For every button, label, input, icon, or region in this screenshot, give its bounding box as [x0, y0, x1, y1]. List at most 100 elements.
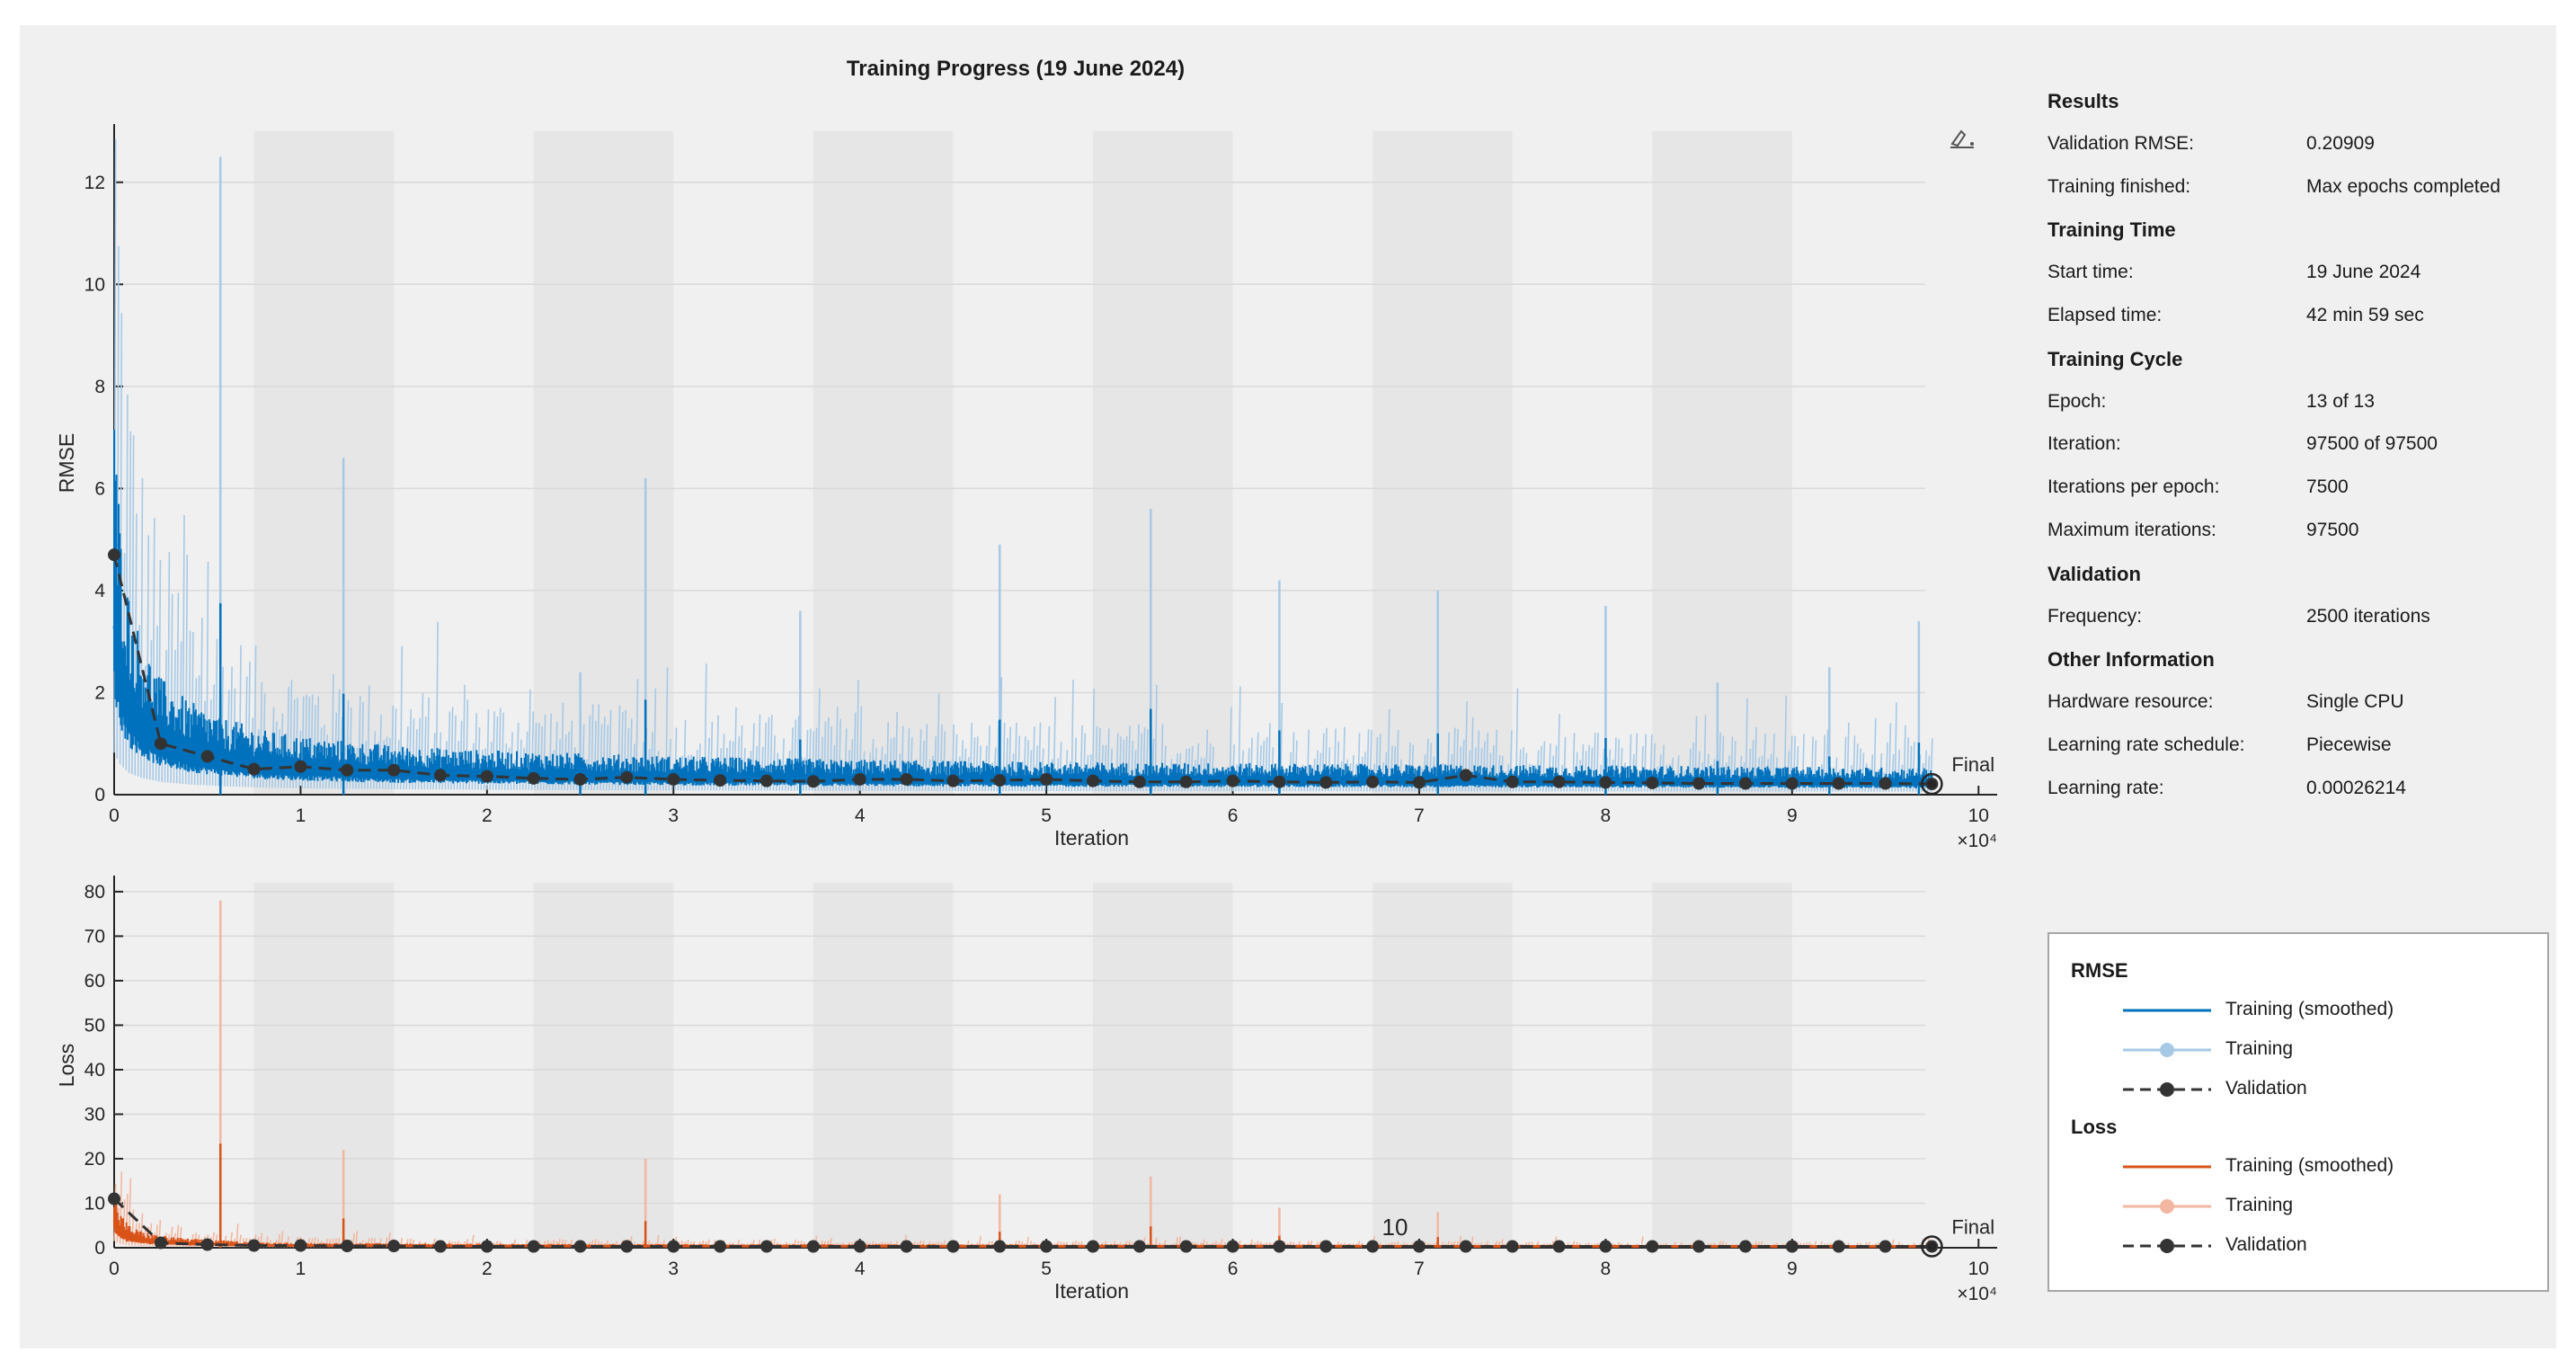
validation-point: [1552, 1240, 1566, 1253]
legend-swatch: [2123, 1165, 2211, 1169]
x-tick-label: 9: [1787, 805, 1798, 826]
info-section-title: Training Time: [2047, 218, 2176, 242]
info-row: Training finished: Max epochs completed: [2047, 175, 2500, 198]
legend-item: Validation: [2118, 1076, 2531, 1103]
legend-item-label: Training: [2225, 1038, 2294, 1059]
info-section-title: Other Information: [2047, 648, 2215, 672]
x-tick-label: 1: [296, 805, 306, 826]
info-section-heading: Other Information: [2047, 648, 2215, 672]
info-section-heading: Training Cycle: [2047, 348, 2182, 371]
info-value: 19 June 2024: [2306, 262, 2421, 283]
x-tick-label: 4: [855, 1259, 866, 1279]
final-marker-dot: [1927, 779, 1937, 789]
y-tick-label: 60: [84, 971, 105, 992]
info-row: Learning rate: 0.00026214: [2047, 778, 2406, 799]
validation-point: [714, 774, 727, 787]
info-value: 0.00026214: [2306, 777, 2406, 798]
training-plots: Training Progress (19 June 2024) 0246810…: [55, 57, 1997, 1304]
info-value: 97500: [2306, 520, 2359, 540]
validation-point: [1366, 775, 1380, 788]
axes-toolbar-icon[interactable]: [1950, 129, 1974, 148]
x-tick-label: 2: [482, 1259, 493, 1279]
validation-point: [900, 1240, 913, 1253]
x-axis-label: Iteration: [1054, 1279, 1129, 1303]
validation-point: [1738, 777, 1752, 790]
info-label: Iteration:: [2047, 433, 2121, 455]
validation-line: [112, 1197, 1932, 1248]
legend-item-label: Validation: [2225, 1078, 2307, 1099]
info-label: Elapsed time:: [2047, 305, 2163, 325]
validation-point: [946, 1240, 960, 1253]
x-tick-label: 10: [1968, 805, 1989, 826]
info-label: Hardware resource:: [2047, 691, 2214, 713]
epoch-band: [1652, 131, 1792, 795]
validation-point: [900, 772, 913, 786]
y-axis-label: Loss: [55, 1044, 78, 1088]
loss-axes[interactable]: 0 10 20 30 40 50 60 70 80 0 1 2 3 4 5 6 7 8 9 10 Iteration ×1…: [55, 876, 1997, 1304]
validation-point: [1738, 1240, 1752, 1253]
validation-point: [108, 1192, 120, 1205]
legend-swatch: [2123, 1199, 2211, 1214]
info-value: 0.20909: [2306, 132, 2375, 154]
info-label: Iterations per epoch:: [2047, 476, 2220, 498]
validation-point: [247, 762, 261, 776]
validation-point: [527, 771, 540, 785]
legend-item: Training (smoothed): [2118, 997, 2531, 1024]
validation-point: [200, 1238, 214, 1251]
y-tick-label: 10: [84, 274, 105, 295]
info-section-heading: Training Time: [2047, 218, 2176, 242]
validation-point: [294, 760, 307, 773]
epoch-band: [813, 883, 954, 1248]
validation-point: [108, 548, 120, 562]
validation-point: [1086, 1240, 1099, 1253]
x-tick-label: 9: [1787, 1259, 1798, 1279]
info-section-title: Validation: [2047, 562, 2141, 585]
validation-point: [341, 1240, 354, 1253]
x-tick-label: 5: [1041, 805, 1052, 826]
validation-point: [154, 1236, 167, 1250]
legend-item: Training: [2118, 1036, 2531, 1063]
y-tick-label: 0: [94, 785, 105, 805]
x-tick-label: 3: [668, 1259, 679, 1279]
final-marker-dot: [1927, 1241, 1937, 1251]
y-tick-label: 30: [84, 1104, 105, 1125]
legend-swatch: [2123, 1082, 2211, 1097]
info-label: Start time:: [2047, 262, 2134, 283]
legend-item-label: Training: [2225, 1195, 2294, 1215]
info-label: Training finished:: [2047, 175, 2191, 197]
y-tick-label: 20: [84, 1149, 105, 1170]
info-row: Validation RMSE: 0.20909: [2047, 133, 2375, 155]
validation-point: [806, 1240, 820, 1253]
y-tick-label: 8: [94, 377, 105, 397]
validation-point: [853, 1240, 866, 1253]
validation-point: [759, 1240, 773, 1253]
validation-point: [154, 737, 167, 751]
legend-swatch: [2123, 1009, 2211, 1012]
legend-box: RMSE Training (smoothed) Training Validatio…: [2047, 932, 2549, 1292]
y-tick-label: 6: [94, 478, 105, 499]
validation-point: [573, 772, 587, 786]
validation-point: [1459, 769, 1472, 782]
validation-point: [667, 772, 680, 786]
x-tick-label: 6: [1228, 805, 1239, 826]
validation-point: [1832, 1240, 1845, 1253]
x-tick-label: 6: [1228, 1259, 1239, 1279]
final-label: Final: [1951, 1216, 1994, 1239]
validation-point: [667, 1240, 680, 1253]
validation-point: [1692, 1240, 1706, 1253]
x-tick-label: 8: [1601, 805, 1612, 826]
final-marker: [1921, 772, 1943, 796]
info-value: Single CPU: [2306, 691, 2404, 713]
epoch-band: [1092, 131, 1233, 795]
validation-point: [1412, 1240, 1426, 1253]
legend-item-label: Training (smoothed): [2225, 1155, 2394, 1176]
validation-point: [620, 1240, 634, 1253]
y-tick-label: 10: [84, 1193, 105, 1214]
x-tick-label: 7: [1414, 805, 1425, 826]
validation-point: [433, 1240, 447, 1253]
validation-point: [247, 1239, 261, 1252]
info-label: Epoch:: [2047, 390, 2107, 412]
legend-item: Training (smoothed): [2118, 1153, 2531, 1180]
validation-point: [1179, 1240, 1193, 1253]
